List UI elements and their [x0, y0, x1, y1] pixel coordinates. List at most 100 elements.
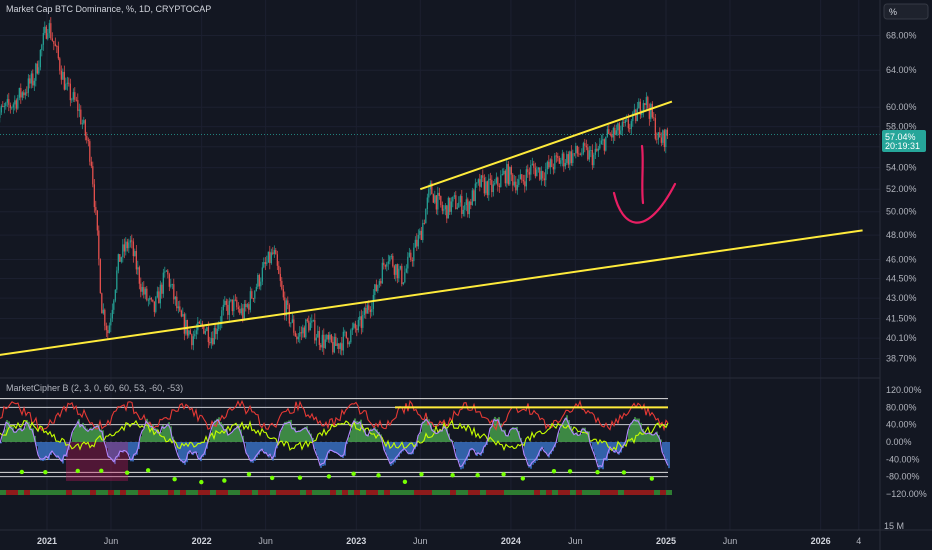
candle-body: [39, 49, 41, 68]
wave-bar: [556, 442, 558, 443]
candle-body: [666, 129, 668, 136]
candle-body: [164, 271, 166, 273]
candle-body: [477, 179, 479, 183]
candle-body: [155, 297, 157, 312]
wave-bar: [392, 442, 394, 465]
indicator-tick-label: -80.00%: [886, 472, 920, 482]
candle-body: [45, 26, 47, 39]
wave-bar: [474, 442, 476, 452]
candle-body: [81, 123, 83, 125]
wave-bar: [96, 425, 98, 442]
wave-bar: [546, 442, 548, 454]
candle-body: [575, 145, 577, 154]
candle-body: [213, 328, 215, 345]
candle-body: [467, 199, 469, 215]
trend-strip-segment: [102, 490, 108, 495]
wave-bar: [424, 419, 426, 442]
candle-body: [87, 140, 89, 142]
trend-strip-segment: [6, 490, 12, 495]
wave-bar: [8, 421, 10, 442]
wave-bar: [236, 426, 238, 442]
trend-strip-segment: [390, 490, 396, 495]
candle-body: [515, 181, 517, 191]
wave-bar: [542, 442, 544, 448]
signal-dot: [75, 468, 80, 474]
wave-bar: [606, 442, 608, 461]
wave-bar: [644, 431, 646, 442]
candle-body: [321, 334, 323, 348]
candle-body: [143, 287, 145, 295]
wave-bar: [92, 428, 94, 442]
wave-bar: [422, 421, 424, 442]
candle-body: [410, 252, 412, 261]
time-tick-label: 4: [856, 536, 861, 546]
wave-bar: [112, 442, 114, 462]
trend-strip-segment: [330, 490, 336, 495]
wave-bar: [366, 434, 368, 442]
candle-body: [246, 304, 248, 308]
candle-body: [269, 251, 271, 264]
wave-bar: [360, 419, 362, 442]
wave-bar: [88, 430, 90, 442]
candle-body: [470, 201, 472, 205]
candle-body: [156, 291, 158, 298]
time-tick-label: Jun: [723, 536, 738, 546]
candle-body: [366, 305, 368, 314]
wave-bar: [152, 424, 154, 442]
trendline[interactable]: [0, 229, 863, 356]
candle-body: [540, 171, 542, 180]
price-tick-label: 54.00%: [886, 163, 917, 173]
signal-dot: [621, 470, 627, 475]
wave-bar: [500, 423, 502, 442]
trend-strip-segment: [126, 490, 132, 495]
time-axis[interactable]: 2021 Jun 2022 Jun 2023 Jun 2024 Jun 2025 Jun 2026 4: [37, 536, 861, 546]
indicator-name[interactable]: MarketCipher B (2, 3, 0, 60, 60, 53, -60…: [6, 383, 183, 393]
candle-body: [432, 194, 434, 203]
candle-body: [632, 112, 634, 122]
trend-strip-segment: [90, 490, 96, 495]
wave-bar: [272, 442, 274, 461]
candle-body: [530, 165, 532, 175]
unit-button[interactable]: [883, 3, 929, 20]
wave-bar: [534, 442, 536, 464]
wave-bar: [210, 432, 212, 442]
candle-body: [50, 23, 52, 39]
candle-body: [257, 275, 259, 287]
trendline[interactable]: [419, 100, 673, 191]
time-tick-label: 2026: [811, 536, 831, 546]
candle-body: [9, 104, 11, 108]
trend-strip-segment: [210, 490, 216, 495]
wave-bar: [196, 442, 198, 454]
wave-bar: [186, 442, 188, 463]
candle-body: [78, 109, 80, 111]
candle-body: [528, 172, 530, 175]
candle-body: [587, 147, 589, 160]
wave-bar: [648, 432, 650, 442]
trend-strip-segment: [354, 490, 360, 495]
signal-dot: [124, 470, 130, 475]
wave-bar: [374, 427, 376, 442]
wave-bar: [218, 417, 220, 442]
candle-body: [150, 297, 152, 300]
candle-body: [30, 73, 32, 84]
trend-strip-segment: [60, 490, 66, 495]
candle-body: [183, 314, 185, 334]
candle-body: [378, 281, 380, 286]
wave-bar: [14, 431, 16, 442]
trendlines[interactable]: [0, 100, 863, 356]
wave-bar: [592, 442, 594, 450]
candle-body: [332, 341, 334, 353]
trend-strip-segment: [138, 490, 144, 495]
candle-body: [71, 99, 73, 101]
price-tick-label: 46.00%: [886, 254, 917, 264]
hand-drawn-curve: [612, 182, 677, 224]
unit-button-label[interactable]: %: [889, 7, 897, 17]
wave-bar: [494, 416, 496, 442]
wave-bar: [100, 429, 102, 442]
wave-bar: [166, 424, 168, 442]
candle-body: [590, 150, 592, 151]
candle-body: [291, 319, 293, 323]
candle-body: [69, 83, 71, 101]
